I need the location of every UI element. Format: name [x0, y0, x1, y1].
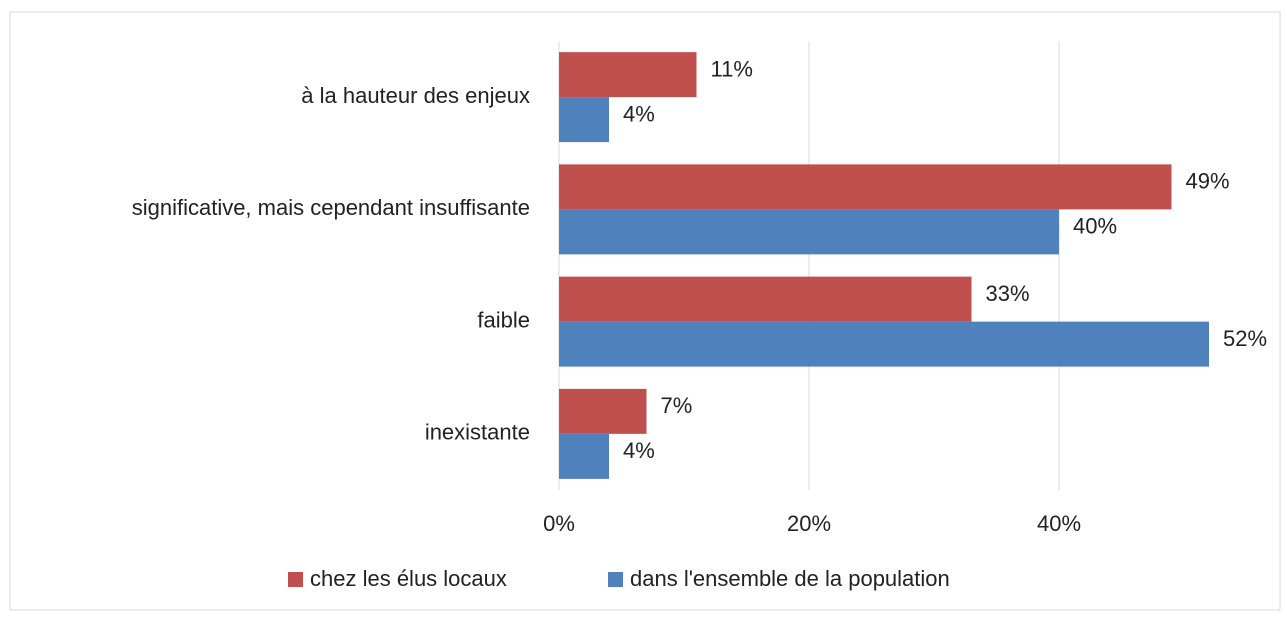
category-label: inexistante: [425, 420, 530, 445]
category-label: significative, mais cependant insuffisan…: [132, 195, 530, 220]
bar: [559, 388, 647, 434]
bar: [559, 164, 1172, 210]
value-label: 33%: [986, 281, 1030, 306]
bar: [559, 97, 609, 143]
legend-swatch: [608, 572, 623, 587]
x-tick-label: 40%: [1037, 511, 1081, 536]
bar: [559, 276, 972, 322]
legend-label: dans l'ensemble de la population: [630, 566, 950, 591]
category-label: à la hauteur des enjeux: [301, 83, 530, 108]
value-label: 11%: [711, 56, 753, 81]
value-label: 49%: [1186, 169, 1230, 194]
value-label: 52%: [1223, 326, 1267, 351]
category-label: faible: [477, 307, 530, 332]
bar: [559, 321, 1209, 367]
legend-label: chez les élus locaux: [310, 566, 507, 591]
value-label: 4%: [623, 101, 655, 126]
value-label: 4%: [623, 438, 655, 463]
value-label: 40%: [1073, 214, 1117, 239]
legend-swatch: [288, 572, 303, 587]
value-label: 7%: [661, 393, 693, 418]
x-tick-label: 20%: [787, 511, 831, 536]
x-tick-label: 0%: [543, 511, 575, 536]
bar: [559, 209, 1059, 255]
bar: [559, 433, 609, 479]
bar: [559, 52, 697, 98]
